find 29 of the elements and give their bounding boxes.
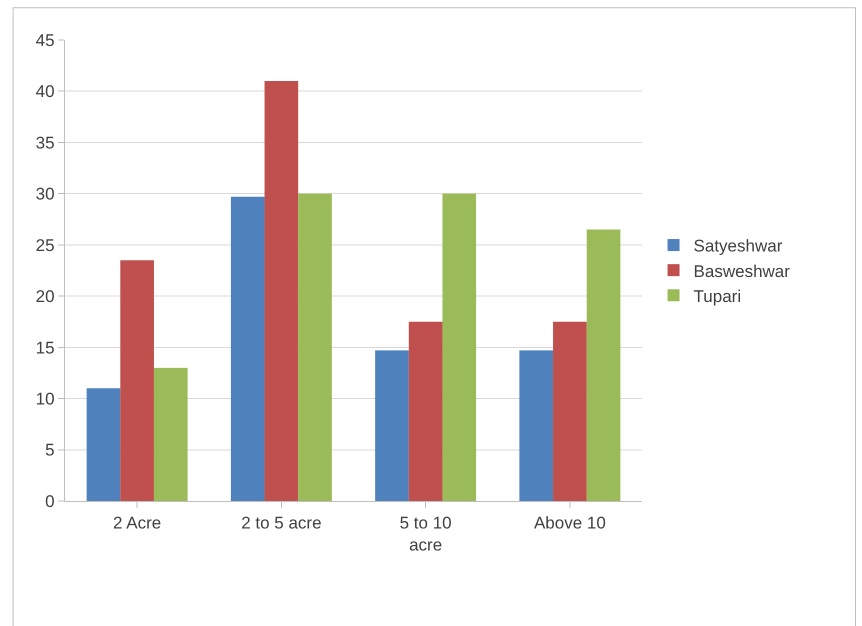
- bar: [442, 194, 476, 501]
- x-tick-label: 5 to 10 acre: [400, 513, 452, 554]
- y-tick-label: 20: [36, 287, 55, 306]
- bar: [86, 388, 120, 501]
- y-tick-label: 5: [45, 440, 55, 460]
- y-tick-label: 30: [36, 184, 55, 204]
- legend-label: Basweshwar: [694, 262, 790, 281]
- bar: [154, 368, 188, 501]
- x-tick-label: 2 to 5 acre: [241, 513, 322, 532]
- y-tick-label: 10: [36, 390, 55, 409]
- legend-label: Tupari: [694, 286, 742, 306]
- y-tick-label: 40: [36, 82, 55, 102]
- bar: [408, 322, 442, 501]
- bar: [519, 350, 554, 501]
- bar: [298, 194, 332, 501]
- y-tick-label: 0: [45, 492, 55, 511]
- x-tick-label: 2 Acre: [113, 513, 162, 532]
- bar: [553, 322, 587, 501]
- bar: [120, 260, 154, 501]
- bar: [375, 350, 409, 501]
- bar: [586, 230, 620, 501]
- legend-label: Satyeshwar: [694, 236, 783, 256]
- y-tick-label: 25: [36, 236, 55, 255]
- y-tick-label: 35: [36, 133, 55, 152]
- x-tick-label: Above 10: [534, 513, 606, 532]
- bar: [264, 80, 298, 501]
- y-tick-label: 15: [36, 338, 55, 358]
- bar: [230, 196, 265, 501]
- y-tick-label: 45: [36, 30, 55, 50]
